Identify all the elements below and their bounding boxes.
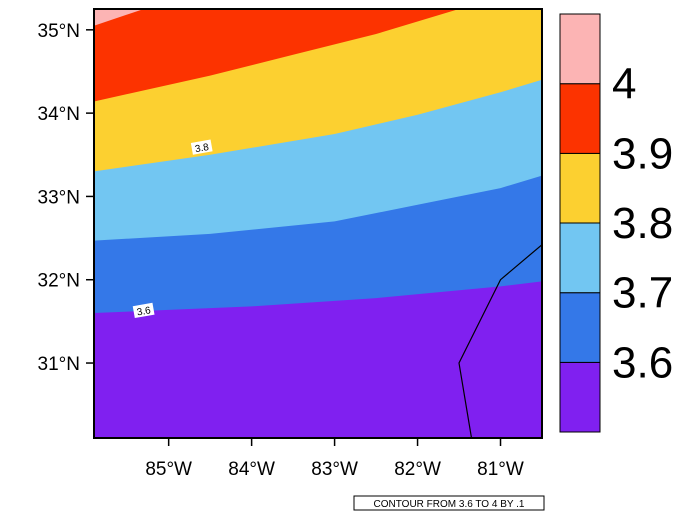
- colorbar-label: 4: [612, 60, 636, 109]
- fill-band-above-3.9: [94, 9, 542, 102]
- colorbar-label: 3.8: [612, 199, 673, 248]
- x-tick-label: 85°W: [145, 459, 192, 480]
- x-tick-label: 83°W: [311, 459, 358, 480]
- coastline-boundary: [458, 244, 542, 438]
- x-tick-label: 82°W: [394, 459, 441, 480]
- colorbar-label: 3.9: [612, 129, 673, 178]
- contour-label-text: 3.6: [136, 305, 152, 318]
- x-tick-label: 81°W: [477, 459, 524, 480]
- contour-label-3.8: 3.8: [190, 139, 213, 155]
- y-tick-label: 32°N: [38, 271, 80, 292]
- colorbar-box: [559, 83, 601, 154]
- contour-info-text: CONTOUR FROM 3.6 TO 4 BY .1: [374, 499, 525, 510]
- info-box-frame: [353, 495, 545, 511]
- contour-labels: 3.8 3.6: [132, 139, 213, 319]
- boundary-line: [458, 244, 542, 438]
- contour-label-bg: [190, 139, 213, 155]
- colorbar-box: [559, 222, 601, 294]
- contour-info-box: CONTOUR FROM 3.6 TO 4 BY .1: [353, 495, 545, 511]
- y-tick-label: 31°N: [38, 354, 80, 375]
- colorbar: 3.6 3.7 3.8 3.9 4: [559, 13, 673, 433]
- plot-frame: [93, 8, 543, 439]
- y-tick-label: 35°N: [38, 21, 80, 42]
- colorbar-label: 3.6: [612, 338, 673, 387]
- contour-label-3.6: 3.6: [132, 302, 155, 319]
- colorbar-box: [559, 292, 601, 363]
- filled-contour-layer: [94, 9, 542, 438]
- y-tick-label: 34°N: [38, 104, 80, 125]
- colorbar-label: 3.7: [612, 269, 673, 318]
- colorbar-box: [559, 152, 601, 224]
- colorbar-box: [559, 361, 601, 433]
- y-tick-label: 33°N: [38, 187, 80, 208]
- x-tick-label: 84°W: [228, 459, 275, 480]
- axes: 85°W 84°W 83°W 82°W 81°W 31°N 32°N 33°N 34°N 35°N: [38, 21, 524, 480]
- fill-band-above-4: [94, 9, 227, 26]
- colorbar-box: [559, 13, 601, 85]
- contour-label-bg: [132, 302, 155, 319]
- contour-label-text: 3.8: [194, 142, 210, 155]
